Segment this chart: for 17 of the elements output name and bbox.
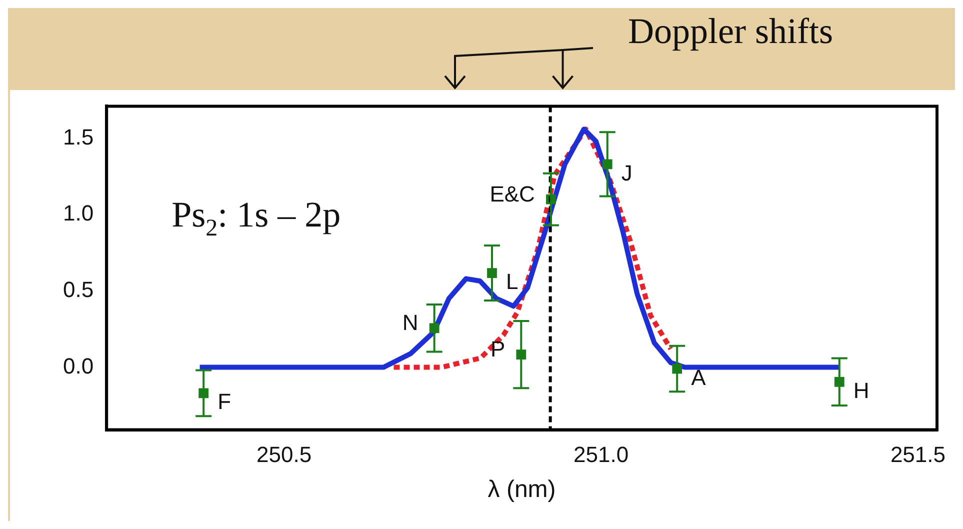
x-tick-label: 250.5	[256, 442, 312, 468]
annotation: A	[691, 364, 706, 390]
text: Doppler shifts	[628, 10, 833, 52]
annotation: H	[853, 378, 870, 403]
annotation: N	[402, 310, 418, 336]
y-tick-label: 1.5	[62, 124, 94, 150]
annotation: L	[506, 269, 518, 294]
x-axis-title: λ (nm)	[488, 476, 556, 504]
annotation: F	[218, 389, 232, 414]
annotation: J	[621, 160, 632, 186]
y-tick-label: 1.0	[62, 200, 94, 226]
y-tick-label: 0.0	[62, 353, 94, 378]
x-tick-label: 251.5	[890, 442, 946, 468]
annotation: P	[490, 336, 506, 362]
x-tick-label: 251.0	[574, 442, 629, 468]
annotation: E&C	[490, 181, 536, 206]
y-tick-label: 0.5	[62, 276, 94, 302]
